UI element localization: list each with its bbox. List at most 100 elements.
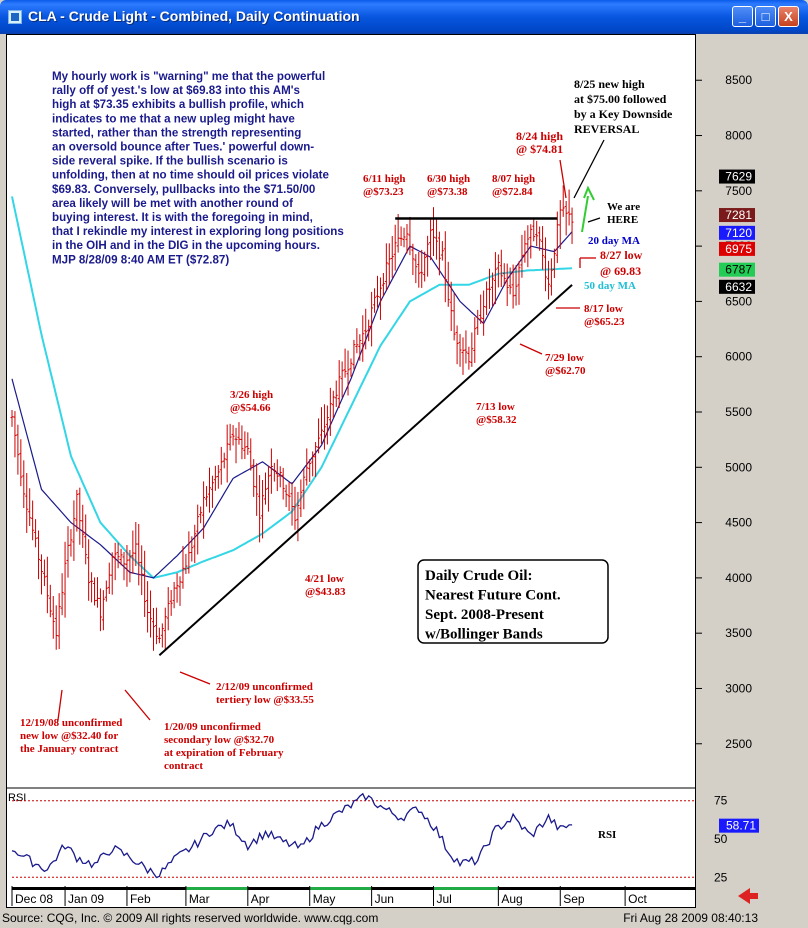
candle — [561, 185, 565, 217]
title-bar[interactable]: CLA - Crude Light - Combined, Daily Cont… — [0, 0, 808, 34]
candle — [222, 452, 226, 469]
candle — [213, 465, 217, 491]
candle — [116, 542, 120, 569]
price-tag-label: 6632 — [725, 280, 752, 294]
annotation-line: @$62.70 — [545, 365, 586, 377]
candle — [523, 230, 527, 263]
candle — [499, 249, 503, 288]
candle — [57, 593, 61, 650]
candle — [549, 258, 553, 296]
candle — [529, 224, 533, 259]
candle — [476, 309, 480, 335]
candle — [172, 581, 176, 609]
candle — [202, 481, 206, 539]
annotation-line: 1/20/09 unconfirmed — [164, 721, 261, 733]
candle — [349, 358, 353, 377]
price-tag-label: 6787 — [725, 263, 752, 277]
candle — [107, 562, 111, 595]
candle — [502, 263, 506, 286]
price-tag-box — [719, 208, 755, 223]
rsi-panel-label: RSI — [8, 792, 26, 804]
annotation-line: 6/11 high — [363, 173, 406, 185]
annotation-line: 8/17 low — [584, 303, 623, 315]
candle — [184, 553, 188, 575]
candle — [190, 536, 194, 562]
candle — [154, 607, 158, 645]
candle — [48, 584, 52, 618]
candle — [269, 448, 273, 494]
candle — [429, 218, 433, 261]
chart-plot-area[interactable] — [6, 34, 696, 908]
candle — [532, 219, 536, 242]
candle — [169, 589, 173, 616]
candle — [261, 479, 265, 539]
rsi-inline-label: RSI — [598, 829, 616, 841]
minimize-button[interactable]: _ — [732, 6, 753, 27]
price-tag-box — [719, 241, 755, 256]
annotation-line: 20 day MA — [588, 235, 640, 247]
annotation-line: tertiery low @$33.55 — [216, 694, 314, 706]
candle — [408, 216, 412, 256]
month-label: Dec 08 — [15, 892, 53, 906]
candle — [464, 330, 468, 364]
commentary-line: in the OIH and in the DIG in the upcomin… — [52, 239, 320, 252]
candle — [458, 333, 462, 367]
price-tag-label: 7629 — [725, 170, 752, 184]
window-title: CLA - Crude Light - Combined, Daily Cont… — [28, 8, 360, 24]
rsi-current-label: 58.71 — [726, 819, 756, 833]
candle — [84, 514, 88, 565]
candle — [302, 468, 306, 510]
candle — [558, 200, 562, 250]
annotation-pointer — [179, 671, 211, 685]
annotation-line: 12/19/08 unconfirmed — [20, 717, 122, 729]
candle — [308, 459, 312, 482]
candle — [22, 460, 26, 509]
candle — [19, 439, 23, 487]
rsi-line — [11, 792, 573, 879]
candle — [555, 211, 559, 264]
annotation-line: 8/24 high — [516, 129, 563, 143]
candle — [479, 294, 483, 324]
annotation-line: @$73.38 — [427, 186, 468, 198]
annotation-line: HERE — [607, 214, 638, 226]
candle — [157, 627, 161, 644]
annotation-pointer — [559, 159, 567, 199]
candle — [370, 291, 374, 347]
candle — [31, 500, 35, 541]
candle — [376, 275, 380, 308]
candle — [538, 226, 542, 251]
candle — [110, 552, 114, 595]
price-tag-label: 6975 — [725, 242, 752, 256]
candle — [364, 308, 368, 350]
candle — [69, 529, 73, 557]
y-tick-label: 6000 — [725, 350, 752, 364]
candle — [420, 249, 424, 288]
candle — [311, 451, 315, 477]
candle — [485, 281, 489, 316]
chart-info-line: w/Bollinger Bands — [425, 627, 543, 643]
candle — [193, 524, 197, 564]
candle — [520, 234, 524, 278]
candle — [414, 254, 418, 284]
candle — [417, 251, 421, 288]
close-button[interactable]: X — [778, 6, 799, 27]
candle — [45, 556, 49, 614]
candle — [334, 380, 338, 407]
commentary-line: MJP 8/28/09 8:40 AM ET ($72.87) — [52, 253, 229, 266]
candle — [93, 577, 97, 606]
maximize-button[interactable]: □ — [755, 6, 776, 27]
candle — [228, 423, 232, 451]
candle — [284, 484, 288, 508]
candle — [54, 605, 58, 650]
candle — [367, 319, 371, 342]
commentary-line: side reveral spike. If the bullish scena… — [52, 155, 288, 168]
scroll-left-arrow-icon — [738, 888, 758, 904]
candle — [178, 576, 182, 606]
annotation-line: the January contract — [20, 743, 119, 755]
candle — [231, 425, 235, 446]
candle — [399, 226, 403, 246]
candle — [440, 241, 444, 261]
annotation-line: 2/12/09 unconfirmed — [216, 681, 313, 693]
annotation-line: 7/29 low — [545, 352, 584, 364]
candle — [210, 475, 214, 508]
